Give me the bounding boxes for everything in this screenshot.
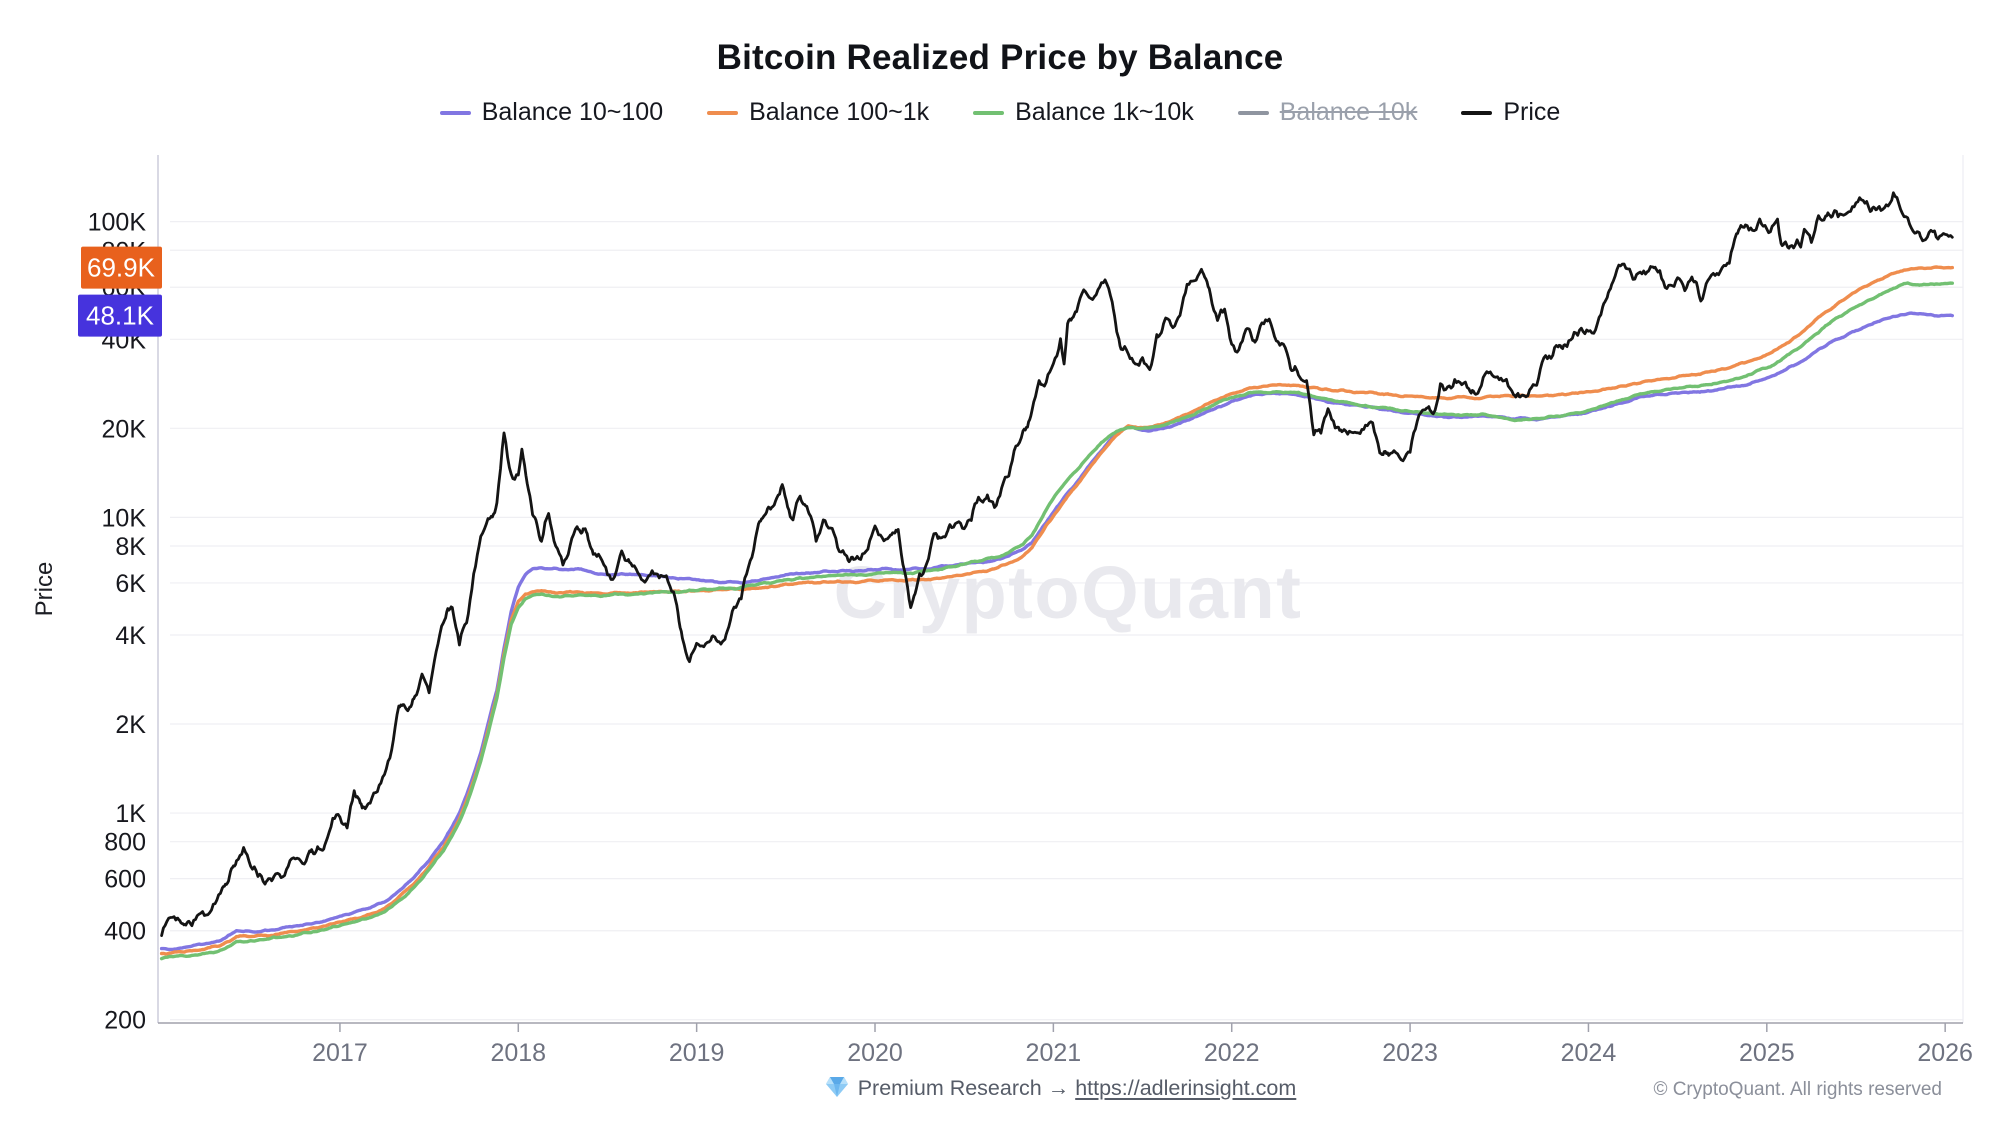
page-title: Bitcoin Realized Price by Balance	[716, 38, 1284, 77]
y-tick-label: 20K	[102, 415, 147, 443]
series-lines	[159, 191, 1954, 961]
x-tick-label: 2023	[1382, 1039, 1438, 1067]
legend-swatch-balance-1k-10k	[973, 110, 1005, 115]
x-tick-label: 2018	[490, 1039, 546, 1067]
legend-label: Balance 100~1k	[749, 98, 930, 126]
legend: Balance 10~100 Balance 100~1k Balance 1k…	[0, 98, 2000, 127]
y-tick-label: 200	[104, 1007, 146, 1035]
legend-item-balance-1k-10k[interactable]: Balance 1k~10k	[973, 98, 1194, 127]
badge-value: 48.1K	[86, 301, 155, 331]
y-tick-label: 100K	[88, 209, 147, 237]
gem-icon	[825, 1076, 849, 1104]
legend-swatch-balance-10-100	[439, 110, 471, 115]
x-tick-label: 2024	[1561, 1039, 1617, 1067]
legend-swatch-price	[1461, 110, 1493, 115]
legend-label: Balance 10~100	[481, 98, 664, 126]
badge-value: 69.9K	[87, 253, 156, 283]
watermark: CryptoQuant	[834, 551, 1303, 634]
legend-label: Balance 10k	[1279, 98, 1418, 126]
legend-item-balance-10k[interactable]: Balance 10k	[1237, 98, 1418, 127]
y-tick-label: 6K	[115, 570, 146, 598]
legend-item-price[interactable]: Price	[1461, 98, 1560, 127]
y-tick-label: 8K	[115, 533, 146, 561]
legend-item-balance-100-1k[interactable]: Balance 100~1k	[707, 98, 929, 127]
footer-promo: Premium Research → https://adlerinsight.…	[158, 1076, 1963, 1104]
y-tick-label: 600	[104, 866, 146, 894]
y-axis-title: Price	[31, 562, 58, 617]
badge-rect	[78, 294, 162, 337]
legend-swatch-balance-10k	[1237, 110, 1269, 115]
x-tick-label: 2026	[1917, 1039, 1973, 1067]
x-tick-label: 2021	[1026, 1039, 1082, 1067]
x-tick-label: 2022	[1204, 1039, 1260, 1067]
legend-label: Balance 1k~10k	[1015, 98, 1194, 126]
x-tick-label: 2025	[1739, 1039, 1795, 1067]
y-tick-label: 10K	[102, 504, 147, 532]
y-tick-label: 800	[104, 829, 146, 857]
axis-badge-balance-100-1k: 69.9K	[81, 246, 162, 289]
badge-rect	[81, 246, 162, 289]
series-line-balance-10-100	[159, 311, 1954, 952]
x-tick-label: 2017	[312, 1039, 368, 1067]
footer-promo-text: Premium Research →	[857, 1076, 1070, 1100]
series-line-balance-1k-10k	[159, 281, 1954, 961]
axis-badge-balance-10-100: 48.1K	[78, 294, 162, 337]
y-tick-label: 4K	[115, 622, 146, 650]
footer-link[interactable]: https://adlerinsight.com	[1075, 1076, 1297, 1100]
x-tick-label: 2019	[669, 1039, 725, 1067]
gridlines	[170, 221, 1963, 1021]
legend-swatch-balance-100-1k	[707, 110, 739, 115]
x-tick-label: 2020	[847, 1039, 903, 1067]
copyright-text: © CryptoQuant. All rights reserved	[1653, 1079, 1942, 1100]
legend-item-balance-10-100[interactable]: Balance 10~100	[439, 98, 664, 127]
y-tick-label: 1K	[115, 800, 146, 828]
y-tick-label: 2K	[115, 711, 146, 739]
series-line-price	[160, 191, 1954, 937]
y-tick-label: 400	[104, 918, 146, 946]
legend-label: Price	[1503, 98, 1561, 126]
